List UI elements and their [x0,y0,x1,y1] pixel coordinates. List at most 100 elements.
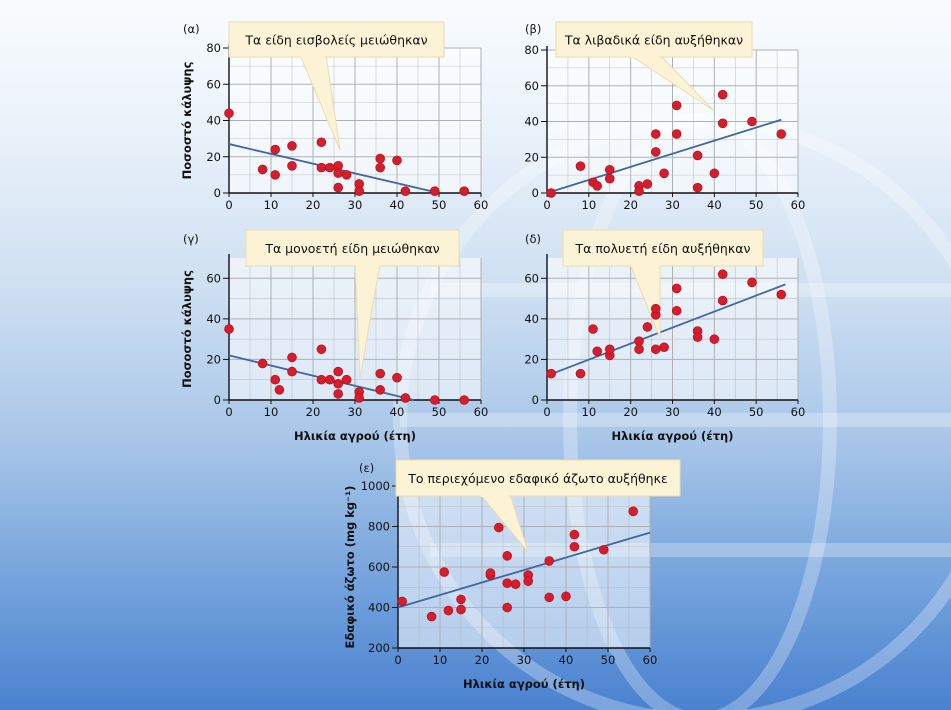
y-tick-label: 0 [532,186,539,200]
callout-seam [356,263,379,267]
data-point [456,594,466,605]
callout-seam [631,54,659,58]
data-point [717,269,728,280]
y-axis-label: Ποσοστό κάλυψης [180,270,194,388]
x-tick-label: 40 [559,653,574,667]
data-point [642,179,653,189]
data-point [287,366,297,377]
data-point [316,374,327,385]
x-tick-label: 30 [348,405,363,419]
chart-panel-1: 0 10 20 30 40 50 60 0 20 40 60 80 (α) Ποσοστό κάλυψης… [180,21,488,212]
data-point [642,322,653,332]
data-point [375,368,386,379]
callout-box [562,229,764,267]
data-point [604,173,615,184]
y-tick-label: 0 [532,393,539,407]
y-tick-label: 40 [524,115,539,129]
panel-label: (δ) [525,232,541,246]
y-tick-label: 40 [524,312,539,326]
data-point [575,161,586,171]
y-tick-label: 60 [524,271,539,285]
callout-seam [301,54,325,58]
data-point [650,147,661,157]
callout-text: Τα είδη εισβολείς μειώθηκαν [244,33,427,48]
data-point [392,372,402,383]
y-tick-label: 600 [368,560,390,574]
panel-label: (α) [183,22,200,36]
x-tick-label: 50 [432,198,447,212]
x-tick-label: 30 [665,405,680,419]
data-point [485,568,496,578]
x-tick-label: 60 [791,405,806,419]
x-tick-label: 0 [543,198,550,212]
data-point [375,153,386,164]
data-point [569,529,580,540]
data-point [650,344,661,355]
x-tick-label: 0 [225,198,232,212]
callout-text: Τα πολυετή είδη αυξήθηκαν [575,241,751,256]
data-point [747,116,757,127]
data-point [546,188,556,198]
callout-box [395,459,681,497]
callout-box [245,229,460,267]
data-point [287,141,297,151]
data-point [544,556,554,566]
y-tick-label: 20 [524,352,539,366]
y-tick-label: 60 [206,77,221,91]
data-point [400,186,411,196]
y-tick-label: 800 [368,520,390,534]
data-point [333,168,344,178]
data-point [671,305,682,316]
data-point [598,544,609,555]
y-tick-label: 40 [206,312,221,326]
x-tick-label: 20 [623,405,638,419]
data-point [341,374,352,385]
data-point [692,182,703,193]
data-point [776,289,787,300]
data-point [429,395,440,405]
trend-line [546,283,786,377]
data-point [546,368,556,379]
callout-text: Τα μονοετή είδη μειώθηκαν [264,241,439,256]
x-tick-label: 0 [225,405,232,419]
callout-seam [631,263,659,267]
x-tick-label: 20 [475,653,490,667]
data-point [400,393,411,403]
chart-panel-2: 0 10 20 30 40 50 60 0 20 40 60 80 (β) Τα λιβαδικά είδ… [524,21,806,212]
data-point [375,162,386,173]
x-tick-label: 40 [707,405,722,419]
y-tick-label: 60 [206,271,221,285]
x-tick-label: 40 [707,198,722,212]
x-tick-label: 30 [517,653,532,667]
data-point [502,551,513,561]
data-point [392,155,402,166]
x-axis-label: Ηλικία αγρού (έτη) [611,429,733,443]
data-point [671,100,682,111]
panel-label: (β) [525,22,541,36]
data-point [333,389,344,399]
data-point [575,368,586,379]
data-point [316,344,327,355]
x-tick-label: 10 [582,198,597,212]
x-tick-label: 30 [348,198,363,212]
data-point [604,344,615,355]
data-point [628,506,638,517]
data-point [717,89,728,100]
data-point [510,579,521,590]
data-point [316,137,327,148]
data-point [439,567,450,577]
data-point [316,162,327,173]
x-tick-label: 60 [791,198,806,212]
data-point [659,342,669,353]
data-point [592,181,602,191]
data-point [709,168,720,179]
data-point [459,186,470,196]
data-point [544,592,554,603]
y-axis-label: Εδαφικό άζωτο (mg kg⁻¹) [343,486,357,649]
x-tick-label: 60 [474,405,489,419]
callout-text: Τα λιβαδικά είδη αυξήθηκαν [564,33,743,48]
x-tick-label: 0 [543,405,550,419]
data-point [502,578,513,588]
